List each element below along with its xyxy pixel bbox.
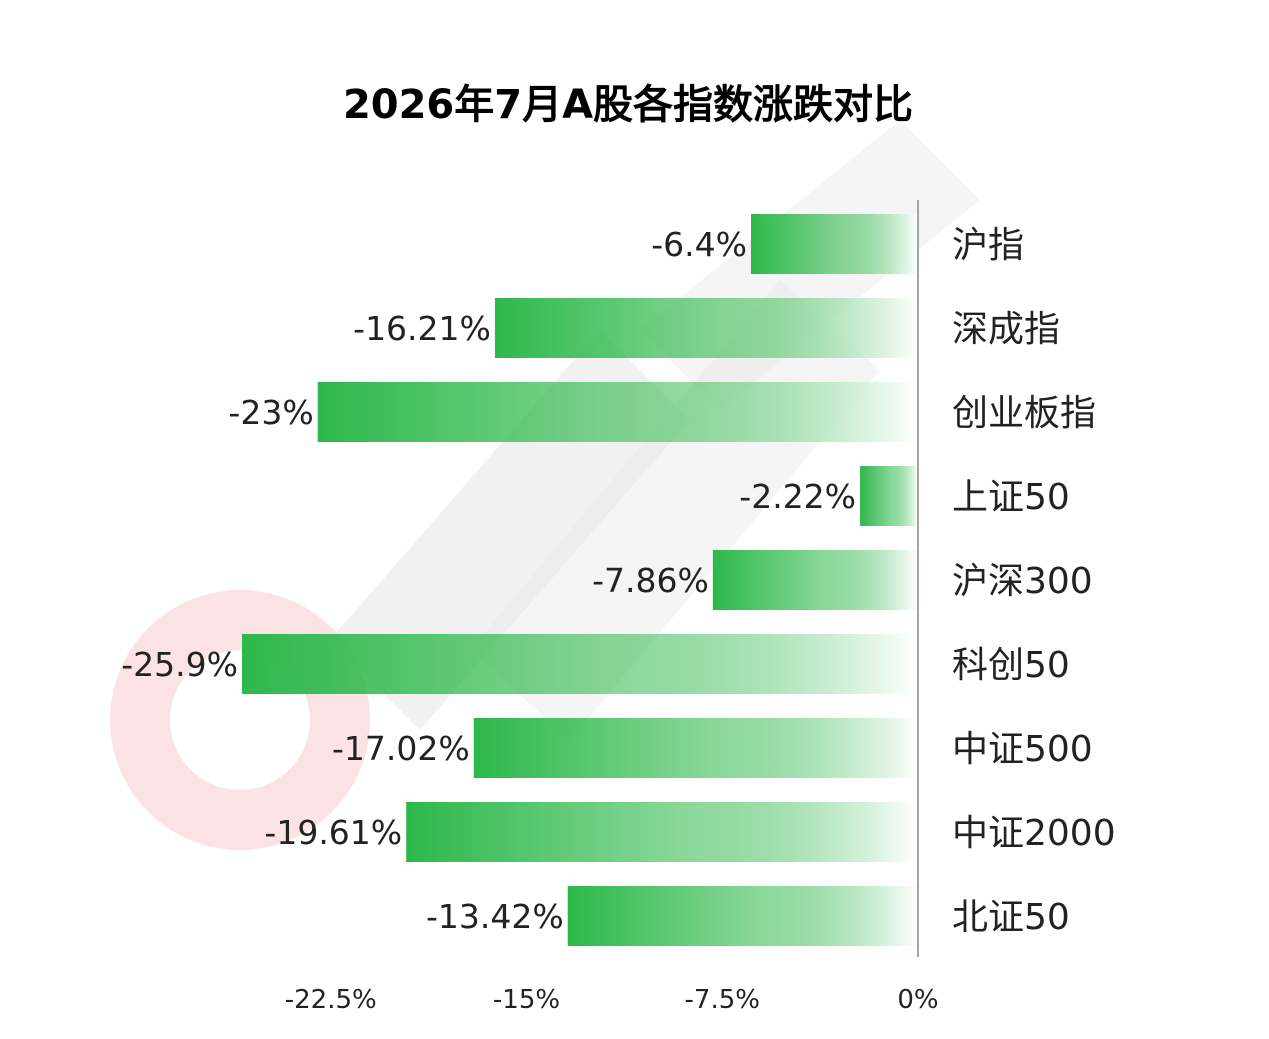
data-label: -17.02% [332,729,470,768]
category-label: 创业板指 [952,393,1096,434]
data-label: -25.9% [121,645,238,684]
data-label: -2.22% [739,477,856,516]
bar [406,802,918,862]
x-tick-label: 0% [897,985,938,1015]
data-label: -19.61% [264,813,402,852]
chart-title: 2026年7月A股各指数涨跌对比 [343,82,913,128]
x-tick-label: -7.5% [685,985,760,1015]
bar [712,550,918,610]
bar [242,634,918,694]
watermark-ring [110,590,371,850]
bar [473,718,918,778]
bar [317,382,918,442]
category-label: 上证50 [952,477,1070,518]
data-label: -16.21% [353,309,491,348]
bar [567,886,918,946]
category-label: 科创50 [952,645,1070,686]
data-label: -6.4% [651,225,747,264]
data-label: -13.42% [426,897,564,936]
x-tick-label: -15% [493,985,560,1015]
data-label: -23% [228,393,313,432]
category-label: 中证500 [952,729,1093,770]
bar [494,298,918,358]
category-label: 深成指 [952,309,1060,350]
category-label: 沪深300 [952,561,1093,602]
category-label: 沪指 [952,225,1024,266]
category-label: 北证50 [952,897,1070,938]
bar [860,466,918,526]
x-tick-label: -22.5% [285,985,377,1015]
data-label: -7.86% [592,561,709,600]
category-label: 中证2000 [952,813,1116,854]
bar [750,214,918,274]
